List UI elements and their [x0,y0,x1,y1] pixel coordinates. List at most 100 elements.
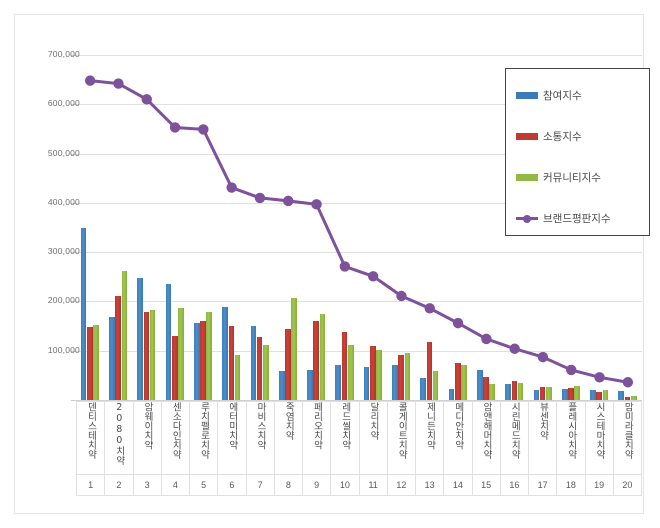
x-axis-category-label: 암웨이치약 [132,401,162,475]
bar-1 [483,376,489,400]
x-axis-category-label: 시린메드치약 [499,401,530,475]
legend-label: 브랜드평판지수 [543,212,611,225]
x-axis-category-label: 맘미라클치약 [612,401,643,475]
x-axis-rank-label: 10 [330,474,360,496]
bar-0 [193,322,200,400]
x-axis-category-label: 메디안치약 [443,401,473,475]
x-axis-rank-label: 11 [358,474,388,496]
line-marker: 브랜드평판지수: 397,000 [311,199,322,210]
bar-group [501,55,529,400]
bar-0 [590,389,596,400]
line-marker: 브랜드평판지수: 124,000 [481,333,492,345]
category-text: 죽염치약 [283,402,295,440]
bar-1 [171,335,178,400]
gridline [76,55,642,56]
tick-mark [71,104,76,106]
category-text: 플레시아치약 [565,402,577,459]
bar-2 [376,350,382,400]
category-text: 맘미라클치약 [622,402,634,459]
x-axis-name-row: 덴티스테치약 2080치약 암웨이치약 센소다인치약 루치펠로치약 에터미치약 마비스치약 죽… [75,401,643,475]
bar-0 [618,390,625,400]
category-text: 에터미치약 [226,402,238,450]
x-axis-rank-label: 7 [245,474,275,496]
bar-group [274,55,302,400]
bar-group [189,55,217,400]
line-marker: 브랜드평판지수: 251,000 [367,271,379,282]
bar-group [161,55,189,400]
bar-1 [256,337,263,400]
bar-1 [313,321,320,400]
x-axis-rank-label: 15 [471,474,501,496]
bar-0 [420,377,427,400]
x-axis-category-label: 에터미치약 [217,401,247,475]
x-axis-category-label: 레드씰치약 [330,401,360,475]
y-axis-tick-label: 200,000 [47,295,80,306]
x-axis-rank-label: 18 [556,474,586,496]
legend-item[interactable]: 커뮤니티지수 [516,169,601,185]
bar-group [331,55,359,400]
line-marker: 브랜드평판지수: 36,000 [622,377,634,388]
category-text: 콜게이트치약 [396,402,408,459]
line-marker: 브랜드평판지수: 61,000 [566,364,577,376]
y-axis-tick-label: 300,000 [47,246,80,257]
x-axis-category-label: 달리치약 [358,401,388,475]
bar-group [585,55,613,400]
gridline [76,202,642,204]
x-axis-rank-label: 8 [273,474,304,496]
bar-2 [432,371,439,400]
legend-swatch-icon [516,91,538,99]
legend-swatch-icon [516,213,538,223]
bar-2 [546,386,552,400]
x-axis-category-label: 암앤해머치약 [471,401,501,475]
bar-1 [624,396,631,400]
x-axis-rank-label: 3 [132,474,162,496]
bar-2 [121,270,128,400]
y-axis-zero-tick [71,400,76,401]
category-text: 암앤해머치약 [480,402,492,459]
line-marker: 브랜드평판지수: 46,000 [594,372,605,383]
bar-group [614,55,642,400]
legend-item[interactable]: 참여지수 [516,87,582,103]
bar-2 [149,309,156,400]
line-marker: 브랜드평판지수: 648,000 [84,75,96,86]
line-marker: 브랜드평판지수: 410,000 [254,192,266,204]
bar-1 [511,380,518,400]
legend-item[interactable]: 브랜드평판지수 [516,210,611,226]
bar-group [246,55,274,400]
bar-2 [347,344,354,400]
bar-0 [80,228,87,400]
bar-group [359,55,387,400]
bar-2 [263,344,269,400]
line-marker: 브랜드평판지수: 156,000 [452,317,464,329]
bar-1 [539,386,546,400]
x-axis-rank-label: 1 [75,474,106,496]
legend-item[interactable]: 소통지수 [516,128,582,144]
bar-2 [461,364,467,400]
category-text: 페리오치약 [311,402,323,450]
y-axis-tick-label: 400,000 [47,196,80,207]
bar-0 [561,389,568,400]
x-axis-category-label: 콜게이트치약 [386,401,417,475]
tick-mark [71,252,76,254]
line-marker: 브랜드평판지수: 431,000 [226,182,237,193]
bar-2 [404,352,411,400]
bar-group [472,55,500,400]
bar-group [444,55,472,400]
bar-1 [87,327,93,400]
gridline [76,252,642,254]
bar-0 [109,317,115,400]
tick-mark [71,55,76,56]
bar-0 [278,371,285,400]
x-axis-category-label: 루치펠로치약 [188,401,219,475]
tick-mark [71,153,76,155]
category-text: 뷰센치약 [537,402,549,440]
bar-0 [448,388,455,400]
x-axis-rank-label: 9 [301,474,332,496]
x-axis-category-label: 덴티스테치약 [75,401,106,475]
bar-group [133,55,161,400]
bar-0 [363,366,370,400]
bar-2 [206,312,213,400]
bar-1 [568,388,574,400]
bar-1 [426,341,433,400]
category-text: 덴티스테치약 [85,402,97,459]
